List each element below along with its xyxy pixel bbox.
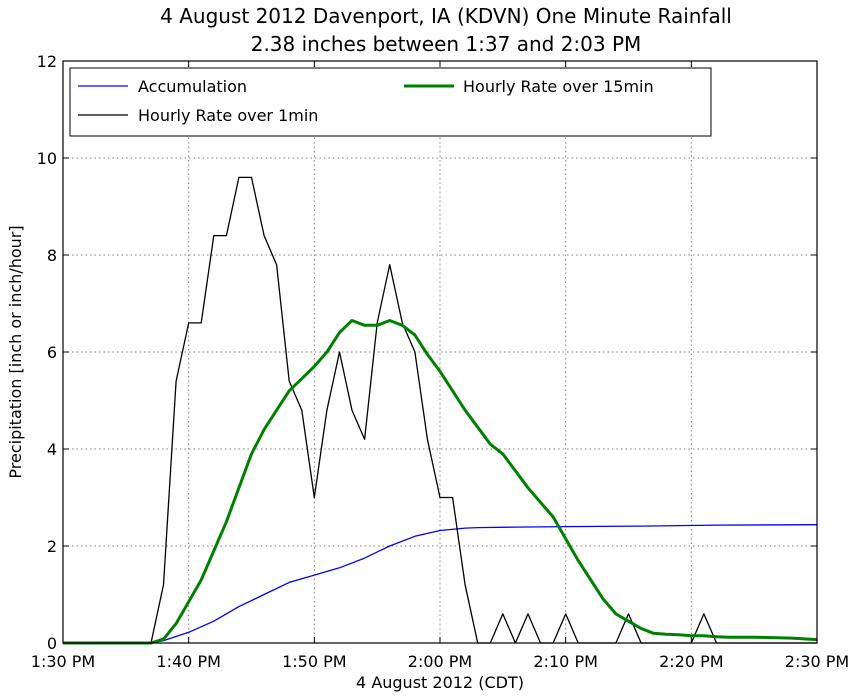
y-axis-label: Precipitation [inch or inch/hour] bbox=[6, 225, 25, 478]
x-tick-label: 1:30 PM bbox=[31, 652, 95, 671]
grid-lines bbox=[63, 61, 817, 643]
x-tick-label: 1:40 PM bbox=[156, 652, 220, 671]
x-tick-label: 2:10 PM bbox=[533, 652, 597, 671]
legend-box bbox=[69, 67, 712, 137]
legend-label-accumulation: Accumulation bbox=[138, 77, 247, 96]
chart-title: 4 August 2012 Davenport, IA (KDVN) One M… bbox=[160, 4, 732, 28]
series-line-rate-15min bbox=[63, 319, 818, 645]
y-tick-label: 10 bbox=[37, 149, 57, 168]
x-tick-label: 1:50 PM bbox=[282, 652, 346, 671]
x-axis-label: 4 August 2012 (CDT) bbox=[356, 673, 524, 692]
x-tick-label: 2:30 PM bbox=[785, 652, 849, 671]
y-tick-label: 2 bbox=[47, 537, 57, 556]
series-line-accumulation bbox=[63, 524, 818, 644]
x-tick-label: 2:00 PM bbox=[408, 652, 472, 671]
y-tick-label: 0 bbox=[47, 634, 57, 653]
y-tick-label: 12 bbox=[37, 52, 57, 71]
series-line-rate-1min bbox=[63, 176, 817, 644]
legend: Accumulation Hourly Rate over 1min Hourl… bbox=[69, 67, 712, 137]
x-tick-labels: 1:30 PM 1:40 PM 1:50 PM 2:00 PM 2:10 PM 2:20 … bbox=[31, 652, 849, 671]
legend-label-rate-1min: Hourly Rate over 1min bbox=[138, 106, 318, 125]
y-tick-label: 6 bbox=[47, 343, 57, 362]
plot-lines bbox=[63, 176, 818, 645]
axis-ticks bbox=[62, 60, 818, 644]
y-tick-label: 8 bbox=[47, 246, 57, 265]
x-tick-label: 2:20 PM bbox=[659, 652, 723, 671]
y-tick-labels: 0 2 4 6 8 10 12 bbox=[37, 52, 57, 653]
y-tick-label: 4 bbox=[47, 440, 57, 459]
legend-label-rate-15min: Hourly Rate over 15min bbox=[463, 77, 654, 96]
chart-subtitle: 2.38 inches between 1:37 and 2:03 PM bbox=[251, 32, 642, 56]
